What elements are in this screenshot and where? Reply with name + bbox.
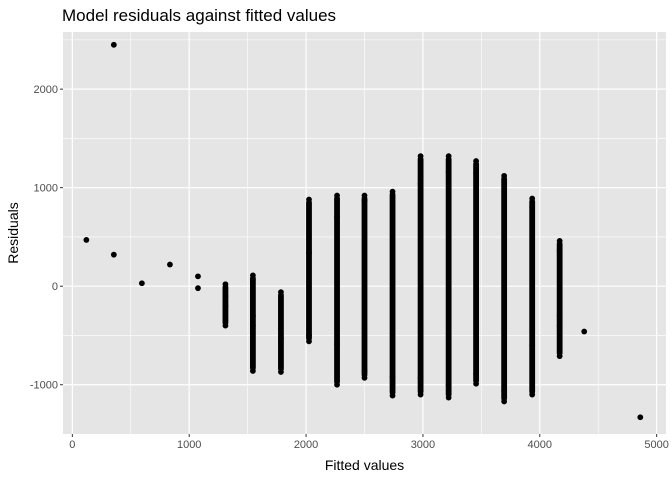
data-point: [473, 380, 480, 387]
data-point: [222, 303, 229, 309]
data-point: [361, 374, 368, 381]
point-column: [529, 198, 536, 395]
data-points: [83, 41, 644, 421]
data-point: [529, 342, 536, 349]
x-axis-title: Fitted values: [325, 457, 404, 473]
data-point: [306, 196, 312, 203]
point-column: [389, 191, 396, 396]
data-point: [556, 312, 563, 319]
data-point: [637, 414, 644, 421]
x-tick-label: 1000: [177, 439, 201, 451]
y-tick-label: 1000: [34, 183, 58, 195]
data-point: [417, 374, 424, 381]
data-point: [138, 280, 145, 287]
data-point: [278, 369, 284, 375]
x-axis-ticks: 0 1000 2000 3000 4000 5000: [69, 434, 669, 451]
data-point: [306, 249, 312, 256]
data-point: [556, 322, 563, 329]
data-point: [334, 381, 340, 388]
data-point: [195, 285, 201, 292]
y-tick-label: 2000: [34, 84, 58, 96]
point-column: [334, 195, 340, 385]
y-axis-ticks: -1000 0 1000 2000: [30, 84, 63, 392]
point-column: [445, 156, 452, 398]
data-point: [445, 394, 452, 401]
data-point: [249, 368, 256, 374]
data-point: [501, 387, 508, 394]
data-point: [278, 335, 284, 342]
point-column: [556, 240, 563, 357]
point-column: [417, 156, 424, 395]
data-point: [249, 272, 256, 279]
data-point: [334, 341, 340, 348]
data-point: [222, 281, 229, 288]
y-axis-title: Residuals: [5, 202, 21, 263]
data-point: [278, 289, 284, 296]
x-tick-label: 0: [69, 439, 75, 451]
data-point: [389, 392, 396, 399]
y-tick-label: -1000: [30, 380, 58, 392]
point-column: [501, 175, 508, 402]
data-point: [417, 180, 424, 187]
major-gridlines: [63, 32, 666, 434]
data-point: [389, 373, 396, 380]
data-point: [195, 273, 201, 280]
x-tick-label: 3000: [411, 439, 435, 451]
data-point: [83, 236, 90, 243]
data-point: [581, 328, 588, 335]
y-tick-label: 0: [52, 281, 58, 293]
data-point: [556, 247, 563, 254]
data-point: [361, 368, 368, 374]
data-point: [529, 391, 536, 398]
point-column: [361, 195, 368, 378]
data-point: [222, 322, 229, 329]
point-column: [306, 199, 312, 342]
data-point: [529, 204, 536, 211]
data-point: [167, 261, 173, 268]
data-point: [306, 332, 312, 339]
x-tick-label: 5000: [644, 439, 668, 451]
data-point: [249, 312, 256, 319]
data-point: [361, 197, 368, 204]
x-tick-label: 2000: [294, 439, 318, 451]
data-point: [473, 169, 480, 176]
data-point: [334, 192, 340, 199]
data-point: [222, 293, 229, 299]
chart-title: Model residuals against fitted values: [62, 6, 336, 25]
point-column: [278, 292, 284, 372]
data-point: [389, 188, 396, 195]
data-point: [361, 192, 368, 199]
data-point: [501, 398, 508, 405]
data-point: [249, 322, 256, 329]
data-point: [556, 353, 563, 360]
data-point: [445, 381, 452, 388]
data-point: [473, 158, 480, 164]
data-point: [556, 237, 563, 244]
data-point: [417, 153, 424, 160]
data-point: [306, 338, 312, 345]
data-point: [334, 214, 340, 221]
point-column: [473, 161, 480, 384]
data-point: [110, 251, 117, 258]
data-point: [110, 41, 117, 48]
x-tick-label: 4000: [528, 439, 552, 451]
data-point: [473, 370, 480, 377]
data-point: [417, 391, 424, 398]
data-point: [529, 195, 536, 202]
data-point: [501, 172, 508, 179]
data-point: [445, 153, 452, 160]
data-point: [445, 169, 452, 175]
